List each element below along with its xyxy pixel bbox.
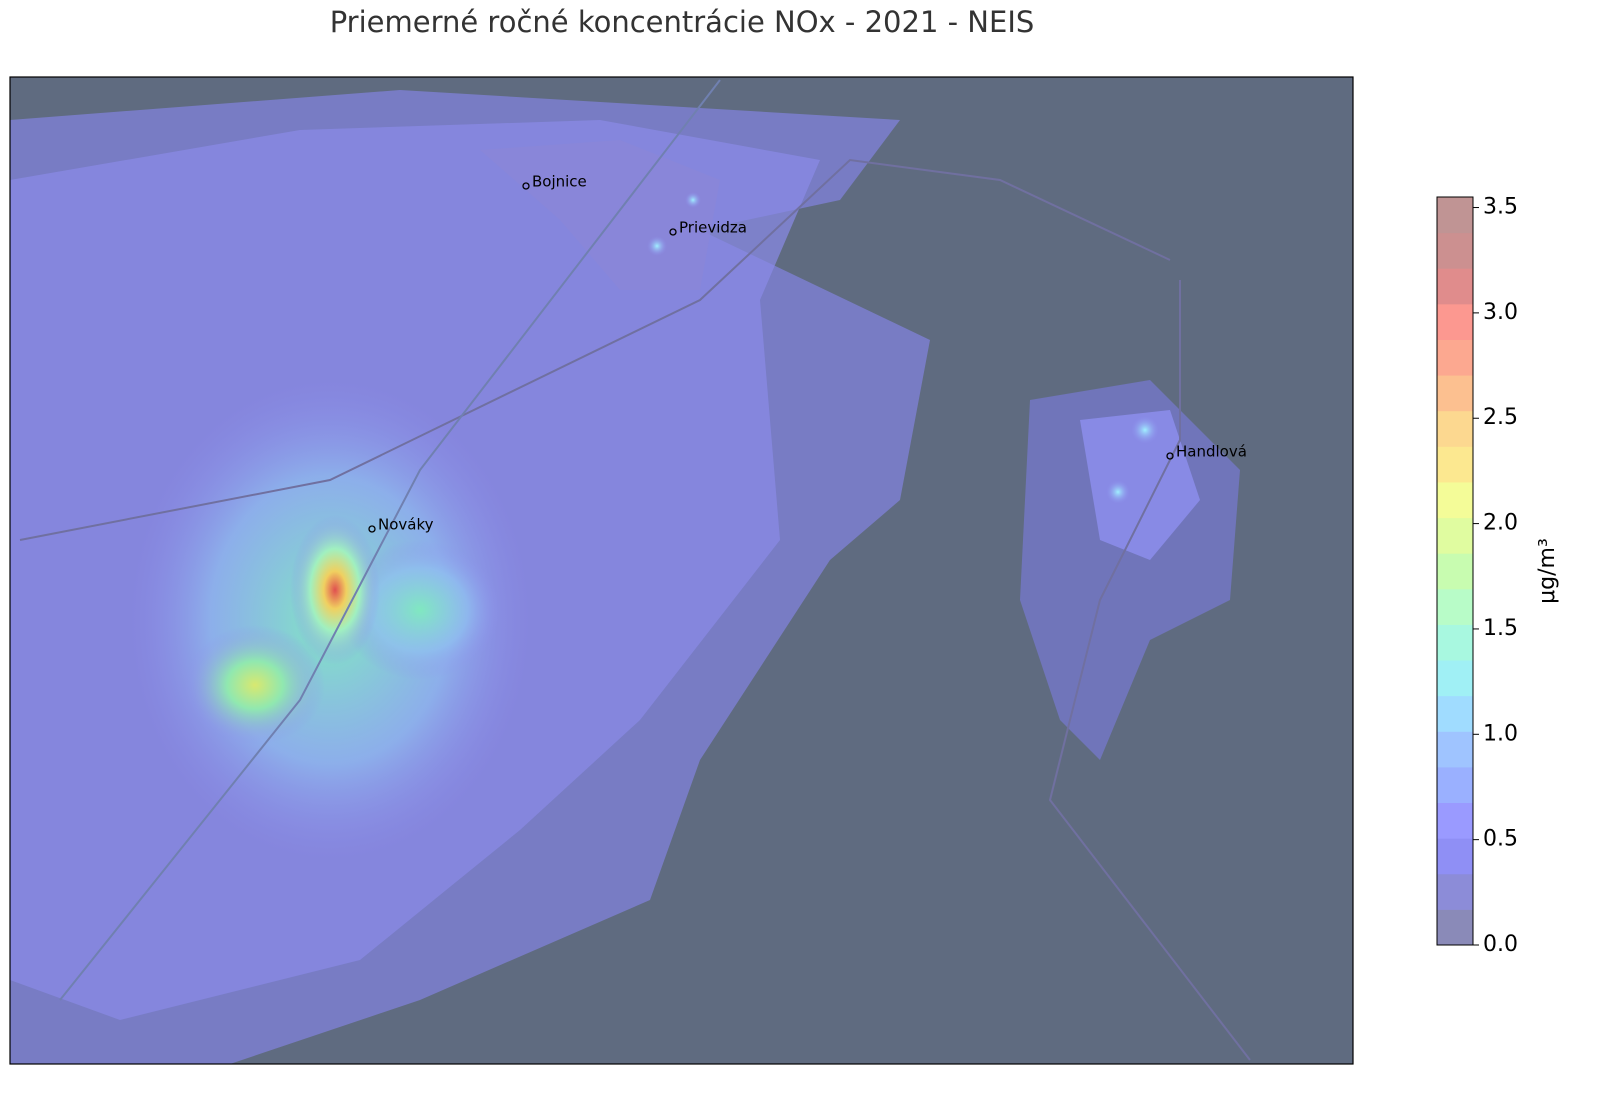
colorbar-band — [1437, 838, 1473, 875]
colorbar-band — [1437, 410, 1473, 447]
colorbar-band — [1437, 909, 1473, 946]
colorbar-band — [1437, 197, 1473, 234]
colorbar-band — [1437, 624, 1473, 661]
colorbar-band — [1437, 802, 1473, 839]
colorbar-band — [1437, 695, 1473, 732]
place-marker — [368, 525, 376, 533]
colorbar-band — [1437, 553, 1473, 590]
places: Bojnice Prievidza Nováky Handlová — [368, 173, 1247, 534]
colorbar-band — [1437, 232, 1473, 269]
title: Priemerné ročné koncentrácie NOx - 2021 … — [330, 5, 1035, 39]
colorbar-tick-label: 0.0 — [1483, 932, 1518, 957]
colorbar-band — [1437, 303, 1473, 340]
colorbar-band — [1437, 517, 1473, 554]
place-marker — [522, 182, 530, 190]
map-frame — [9, 76, 1354, 1065]
colorbar-tick-label: 3.0 — [1483, 300, 1518, 325]
colorbar-band — [1437, 588, 1473, 625]
colorbar-tick-label: 2.0 — [1483, 511, 1518, 536]
colorbar-band — [1437, 268, 1473, 305]
colorbar-tick-label: 3.5 — [1483, 195, 1518, 220]
colorbar-band — [1437, 731, 1473, 768]
place-label: Bojnice — [532, 173, 587, 191]
colorbar-band — [1437, 446, 1473, 483]
colorbar-band — [1437, 873, 1473, 910]
colorbar-tick-label: 1.5 — [1483, 616, 1518, 641]
colorbar: 0.0 0.5 1.0 1.5 2.0 2.5 3.0 3.5 — [1436, 195, 1518, 957]
colorbar-band — [1437, 339, 1473, 376]
place-label: Nováky — [378, 516, 434, 534]
place-label: Prievidza — [679, 219, 747, 237]
place-marker — [669, 228, 677, 236]
colorbar-band — [1437, 660, 1473, 697]
colorbar-band — [1437, 481, 1473, 519]
colorbar-tick-label: 0.5 — [1483, 827, 1518, 852]
colorbar-label: μg/m³ — [1535, 538, 1560, 604]
colorbar-band — [1437, 375, 1473, 412]
colorbar-frame — [1436, 196, 1474, 946]
colorbar-tick-label: 2.5 — [1483, 405, 1518, 430]
place-marker — [1166, 452, 1174, 460]
colorbar-tick-label: 1.0 — [1483, 721, 1518, 746]
colorbar-band — [1437, 766, 1473, 804]
place-label: Handlová — [1176, 443, 1247, 461]
map — [10, 77, 1353, 1064]
